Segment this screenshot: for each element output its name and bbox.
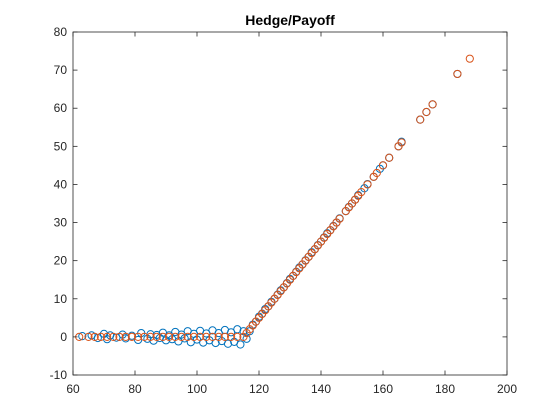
series-2-point — [177, 332, 186, 341]
y-tick-label: 60 — [54, 101, 68, 115]
series-2-point — [202, 332, 211, 341]
series-2-point — [428, 100, 437, 109]
series-2-point — [146, 332, 155, 341]
series-2-point — [196, 332, 205, 341]
y-tick-label: 40 — [54, 177, 68, 191]
series-2-point — [335, 214, 344, 223]
y-tick-label: 10 — [54, 292, 68, 306]
series-2-point — [183, 332, 192, 341]
series-2-point — [363, 180, 372, 189]
x-tick-label: 80 — [128, 382, 142, 396]
y-tick-label: 50 — [54, 139, 68, 153]
series-2-point — [227, 332, 236, 341]
series-1-point — [236, 340, 245, 349]
x-tick-label: 200 — [497, 382, 517, 396]
series-2-point — [140, 332, 149, 341]
series-2-point — [84, 332, 93, 341]
series-2-point — [171, 332, 180, 341]
series-2-point — [165, 332, 174, 341]
series-2-point — [189, 332, 198, 341]
series-2-point — [372, 168, 381, 178]
series-2-point — [158, 332, 167, 341]
series-2-point — [96, 332, 106, 341]
x-tick-label: 180 — [435, 382, 455, 396]
series-2-point — [103, 332, 112, 341]
series-2-point — [397, 138, 406, 147]
series-2-point — [115, 332, 124, 341]
axes-layer: 60 80 100 120 140 160 180 200 -10 0 10 20 30 40 50 60 70… — [50, 25, 518, 396]
series-2-point — [109, 332, 118, 341]
series-2-point — [385, 153, 394, 162]
chart-title: Hedge/Payoff — [245, 12, 335, 28]
axes-background — [73, 32, 507, 375]
markers-layer — [75, 54, 474, 349]
series-2-point — [416, 115, 425, 124]
series-1-point — [78, 332, 87, 341]
series-2-point — [378, 161, 388, 170]
y-tick-label: 0 — [60, 330, 67, 344]
y-tick-label: 20 — [54, 254, 68, 268]
series-2-point — [127, 332, 136, 341]
x-tick-label: 100 — [187, 382, 207, 396]
series-2-point — [453, 69, 462, 79]
series-2-markers — [75, 54, 474, 341]
series-2-point — [220, 332, 229, 341]
x-tick-label: 60 — [66, 382, 80, 396]
series-2-point — [214, 332, 223, 341]
series-2-point — [90, 332, 99, 341]
series-2-point — [152, 332, 161, 341]
series-2-point — [121, 332, 130, 341]
series-2-point — [465, 54, 474, 63]
x-tick-label: 160 — [373, 382, 393, 396]
series-2-point — [357, 187, 366, 197]
y-tick-label: 70 — [54, 63, 68, 77]
series-2-point — [208, 332, 217, 341]
axes-box — [72, 31, 508, 376]
series-1-point — [223, 339, 233, 348]
series-2-point — [422, 107, 431, 117]
y-tick-label: 30 — [54, 216, 68, 230]
x-tick-label: 140 — [311, 382, 331, 396]
y-tick-label: -10 — [50, 368, 68, 382]
series-2-point — [134, 332, 143, 341]
x-tick-label: 120 — [249, 382, 269, 396]
y-tick-label: 80 — [54, 25, 68, 39]
series-2-point — [233, 332, 242, 341]
